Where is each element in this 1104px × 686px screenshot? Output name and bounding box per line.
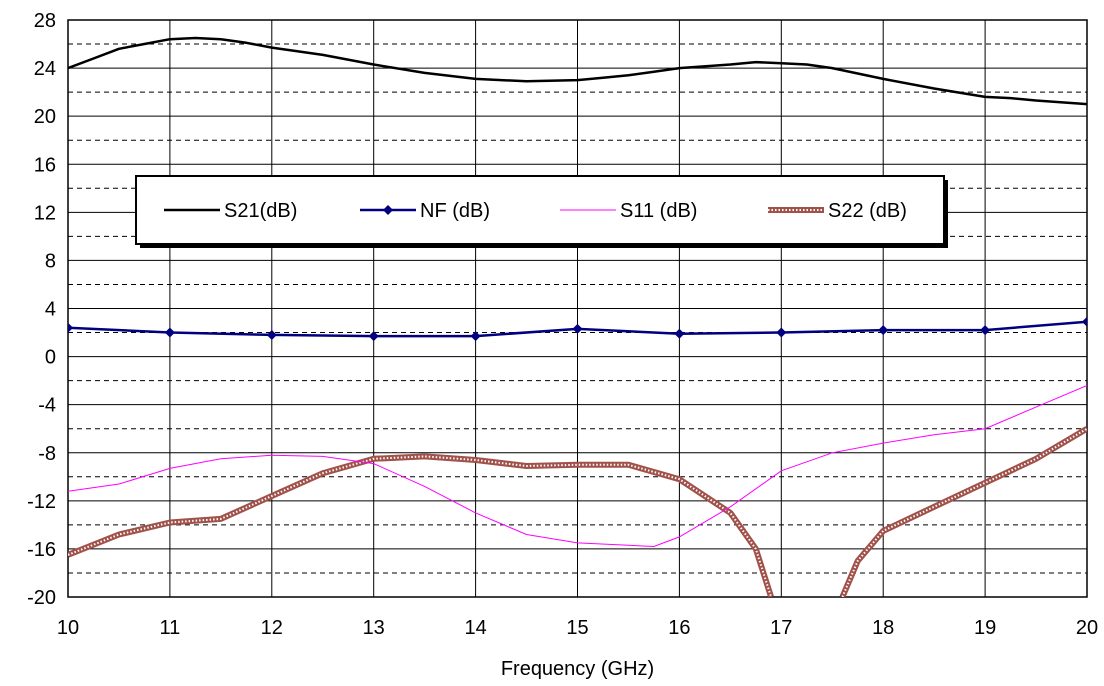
series-line-texture [841, 427, 1087, 597]
plot-area-frame [67, 19, 1088, 598]
nf-marker [470, 331, 481, 342]
series-line [68, 453, 774, 597]
x-tick-label: 12 [261, 617, 283, 639]
x-axis-tick-labels: 10 11 12 13 14 15 16 17 18 19 20 [57, 617, 1098, 639]
y-tick-label: 28 [34, 10, 56, 32]
nf-marker [980, 325, 991, 336]
x-tick-label: 15 [566, 617, 588, 639]
series-s11-db- [68, 384, 1087, 548]
nf-marker [776, 327, 787, 338]
nf-marker [1082, 316, 1087, 327]
x-tick-label: 20 [1076, 617, 1098, 639]
series-s22-db- [68, 453, 774, 597]
y-tick-label: -16 [27, 539, 56, 561]
y-tick-label: 20 [34, 106, 56, 128]
series-layer [68, 36, 1087, 597]
series-line [839, 426, 1087, 597]
series-line [68, 384, 1087, 548]
series-nf-db- [68, 316, 1087, 342]
x-tick-label: 13 [363, 617, 385, 639]
nf-marker [68, 322, 73, 333]
series-line-texture [68, 455, 773, 597]
series-line [68, 36, 1087, 106]
legend-entry: S22 (dB) [768, 200, 907, 222]
legend-marker [383, 205, 393, 215]
x-tick-label: 17 [770, 617, 792, 639]
series-s22-db- [839, 426, 1087, 597]
x-tick-label: 16 [668, 617, 690, 639]
x-tick-label: 14 [464, 617, 486, 639]
legend-label: NF (dB) [420, 200, 490, 222]
y-tick-label: -12 [27, 491, 56, 513]
y-tick-label: 8 [45, 250, 56, 272]
series-s21-db- [68, 36, 1087, 106]
legend-entry: S11 (dB) [560, 200, 697, 222]
nf-marker [878, 325, 889, 336]
y-tick-label: 24 [34, 58, 56, 80]
y-axis-tick-labels: 28 24 20 16 12 8 4 0 -4 -8 -12 -16 -20 [27, 10, 56, 609]
y-tick-label: -4 [38, 395, 56, 417]
legend: S21(dB) NF (dB) S11 (dB) S22 (dB) [135, 175, 948, 248]
legend-entry: S21(dB) [164, 200, 297, 222]
y-tick-label: -20 [27, 587, 56, 609]
x-tick-label: 19 [974, 617, 996, 639]
major-gridlines [68, 20, 1087, 597]
nf-marker [164, 327, 175, 338]
x-tick-label: 10 [57, 617, 79, 639]
nf-marker [572, 323, 583, 334]
nf-marker [266, 329, 277, 340]
legend-label: S11 (dB) [620, 200, 697, 222]
y-tick-label: 12 [34, 202, 56, 224]
nf-marker [368, 331, 379, 342]
legend-label: S21(dB) [224, 200, 297, 222]
legend-label: S22 (dB) [828, 200, 907, 222]
x-tick-label: 18 [872, 617, 894, 639]
y-tick-label: 4 [45, 299, 56, 321]
legend-entry: NF (dB) [360, 200, 490, 222]
y-tick-label: -8 [38, 443, 56, 465]
x-tick-label: 11 [160, 617, 181, 639]
y-tick-label: 16 [34, 154, 56, 176]
nf-marker [674, 328, 685, 339]
y-tick-label: 0 [45, 347, 56, 369]
x-axis-title: Frequency (GHz) [501, 658, 654, 680]
